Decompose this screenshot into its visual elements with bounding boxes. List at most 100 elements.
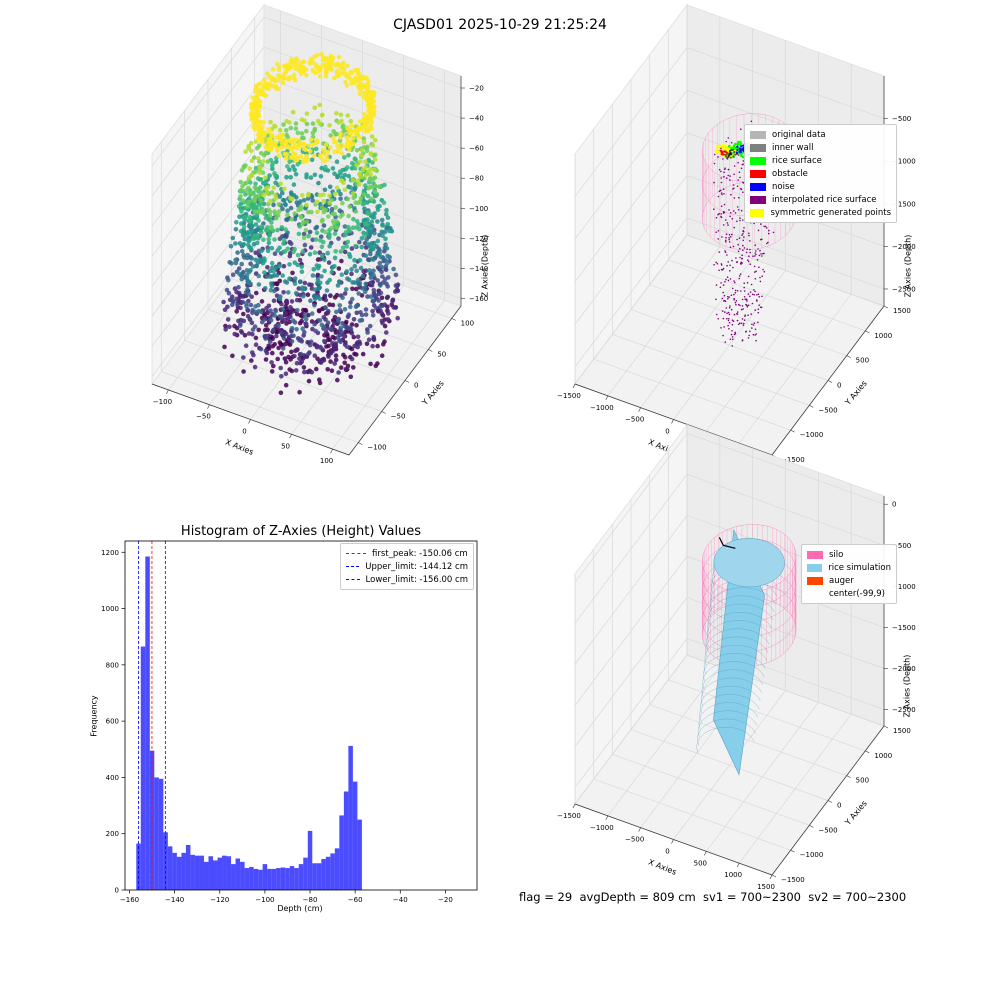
data-point — [319, 322, 325, 328]
data-point — [312, 172, 318, 178]
data-point — [354, 303, 360, 309]
data-point — [314, 263, 320, 268]
data-point — [315, 277, 321, 282]
data-point — [343, 287, 349, 292]
data-point — [280, 346, 286, 351]
data-point — [360, 273, 366, 279]
data-point — [371, 272, 376, 278]
data-point — [301, 294, 306, 299]
data-point — [249, 256, 254, 261]
legend-entry: center(-99,9) — [807, 587, 891, 600]
sim-y-tick-label: 0 — [837, 802, 841, 810]
data-point — [302, 242, 308, 248]
data-point — [273, 308, 279, 314]
data-point — [245, 287, 250, 293]
raw-gridline — [151, 76, 462, 227]
data-point — [393, 272, 399, 278]
data-point — [370, 313, 376, 318]
data-point — [385, 317, 391, 322]
raw-x-tick-label: −50 — [196, 413, 211, 421]
data-point — [326, 260, 332, 265]
data-point — [332, 171, 337, 176]
data-point — [354, 323, 359, 328]
data-point — [330, 302, 336, 308]
data-point — [342, 291, 348, 296]
data-point — [301, 365, 307, 370]
data-point — [226, 277, 231, 283]
data-point — [373, 363, 379, 369]
data-point — [312, 303, 317, 308]
data-point — [358, 265, 364, 271]
raw-gridline — [160, 141, 359, 443]
raw-gridline — [151, 106, 462, 257]
data-point — [314, 366, 319, 372]
data-point — [363, 245, 369, 250]
data-point — [355, 340, 360, 345]
data-point — [244, 272, 250, 278]
raw-y-tick — [451, 318, 456, 321]
data-point — [232, 331, 237, 337]
data-point — [331, 321, 337, 326]
data-point — [317, 380, 323, 386]
data-point — [253, 222, 259, 227]
sim-x-axis-label: X Axies — [647, 857, 678, 876]
simulation-legend: silo rice simulation auger center(-99,9) — [801, 544, 897, 604]
data-point — [293, 172, 299, 177]
data-point — [267, 339, 273, 345]
data-point — [385, 294, 391, 300]
data-point — [324, 288, 330, 293]
raw-data-3d-plot: 3D Plot of Silo Interior(row data) −100−… — [0, 0, 500, 500]
data-point — [297, 257, 303, 263]
data-point — [283, 311, 289, 316]
data-point — [299, 264, 305, 270]
data-point — [241, 252, 246, 258]
data-point — [374, 244, 379, 249]
data-point — [383, 267, 389, 273]
data-point — [268, 317, 274, 323]
data-point — [363, 253, 369, 258]
data-point — [338, 325, 344, 331]
data-point — [256, 327, 262, 333]
data-point — [280, 190, 285, 196]
data-point — [233, 227, 239, 232]
data-point — [297, 356, 302, 362]
data-point — [317, 250, 323, 255]
data-point — [271, 298, 277, 304]
data-point — [323, 297, 329, 303]
data-point — [263, 357, 269, 362]
data-point — [336, 236, 341, 241]
data-point — [322, 338, 327, 344]
data-point — [337, 169, 343, 174]
data-point — [289, 299, 295, 304]
data-point — [288, 305, 293, 310]
data-point — [323, 164, 328, 170]
data-point — [323, 305, 328, 311]
legend-label: rice simulation — [828, 562, 891, 573]
sim-y-tick — [809, 825, 814, 828]
data-point — [292, 276, 298, 281]
data-point — [337, 307, 343, 313]
data-point — [279, 351, 285, 356]
sim-x-tick-label: −500 — [625, 836, 644, 844]
data-point — [384, 330, 389, 335]
data-point — [332, 315, 338, 320]
data-point — [330, 166, 336, 171]
data-point — [337, 208, 343, 213]
data-point — [274, 333, 279, 339]
data-point — [329, 206, 335, 212]
data-point — [395, 288, 401, 294]
data-point — [374, 305, 379, 311]
data-point — [355, 334, 361, 340]
data-point — [269, 260, 275, 266]
data-point — [367, 268, 372, 273]
data-point — [312, 353, 318, 359]
raw-gridline — [332, 70, 445, 450]
data-point — [267, 274, 273, 279]
data-point — [390, 298, 395, 304]
data-point — [276, 345, 281, 351]
data-point — [366, 337, 372, 343]
data-point — [310, 198, 316, 203]
data-point — [363, 307, 369, 312]
data-point — [337, 338, 342, 343]
